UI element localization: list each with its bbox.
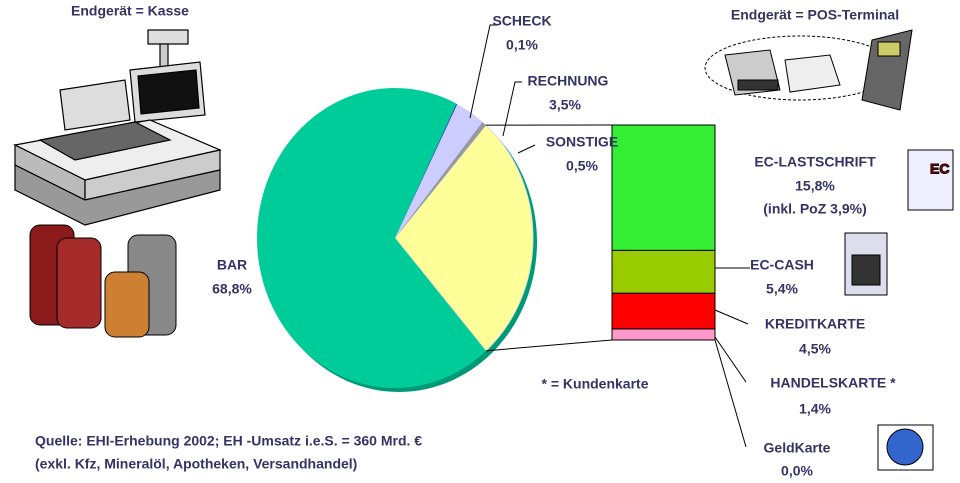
note: (inkl. PoZ 3,9%) — [763, 201, 866, 217]
pie-slice — [395, 122, 486, 238]
bar-segment — [611, 249, 716, 294]
pie-value-label: 68,8% — [212, 281, 252, 297]
pie-slice — [395, 104, 483, 238]
card-logos: EC — [844, 149, 954, 471]
bar-label: HANDELSKARTE * — [770, 375, 896, 391]
bar-label: KREDITKARTE — [765, 316, 865, 332]
pie-label: SCHECK — [492, 13, 551, 29]
bar-segment — [611, 292, 716, 330]
pie-slice — [257, 88, 486, 388]
pie-label: RECHNUNG — [528, 73, 609, 89]
pie-value-label: 0,1% — [506, 37, 538, 53]
connector — [485, 339, 613, 352]
source: Quelle: EHI-Erhebung 2002; EH -Umsatz i.… — [35, 433, 422, 449]
annotation: Endgerät = POS-Terminal — [731, 7, 899, 23]
bar-segment — [611, 124, 716, 251]
cash-register-icon — [13, 29, 222, 226]
bar-value-label: 5,4% — [766, 281, 798, 297]
bar-segment — [611, 328, 716, 341]
pie-slice-other — [394, 124, 534, 352]
svg-text:EC: EC — [930, 161, 949, 177]
bar-value-label: 4,5% — [799, 341, 831, 357]
pie-label: SONSTIGE — [546, 134, 618, 150]
pie-value-label: 3,5% — [549, 97, 581, 113]
bar-value-label: 0,0% — [781, 463, 813, 479]
bar-label: GeldKarte — [764, 440, 831, 456]
bar-value-label: 1,4% — [799, 401, 831, 417]
bar-value-label: 15,8% — [795, 178, 835, 194]
pie-label: BAR — [217, 257, 247, 273]
bar-label: EC-CASH — [750, 257, 814, 273]
pie-slice — [395, 103, 458, 238]
coins-icon — [29, 224, 177, 338]
source: (exkl. Kfz, Mineralöl, Apotheken, Versan… — [35, 456, 357, 472]
bar-label: EC-LASTSCHRIFT — [754, 154, 876, 170]
leader-lines — [469, 24, 750, 448]
pie-value-label: 0,5% — [566, 158, 598, 174]
pos-terminal-icon — [704, 29, 913, 111]
annotation: Endgerät = Kasse — [71, 3, 189, 19]
annotation: * = Kundenkarte — [542, 376, 649, 392]
